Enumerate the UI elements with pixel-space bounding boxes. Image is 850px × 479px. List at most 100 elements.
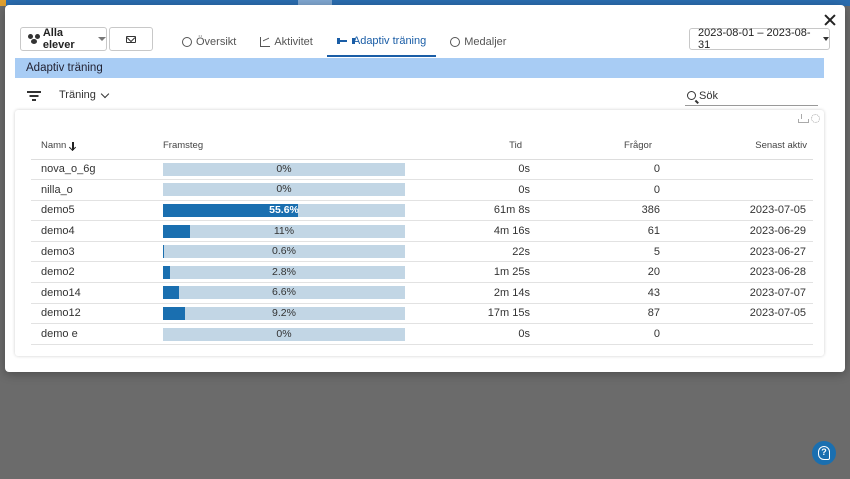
table-row[interactable]: demo12 9.2% 17m 15s 87 2023-07-05 bbox=[31, 303, 813, 325]
download-icon[interactable] bbox=[798, 114, 809, 123]
progress-fill bbox=[163, 306, 186, 320]
table-body: nova_o_6g 0% 0s 0 nilla_o 0% 0s 0 demo5 55.6% 61m … bbox=[31, 159, 813, 345]
table-header-row: Namn Framsteg Tid Frågor Senast aktiv bbox=[31, 133, 813, 160]
line-chart-icon bbox=[260, 37, 271, 47]
last-active-cell: 2023-07-05 bbox=[660, 200, 813, 222]
progress-cell: 2.8% bbox=[152, 261, 414, 284]
table-row[interactable]: demo3 0.6% 22s 5 2023-06-27 bbox=[31, 241, 813, 263]
app-top-strip bbox=[0, 0, 850, 6]
header-last-active[interactable]: Senast aktiv bbox=[660, 133, 813, 160]
app-logo-fragment bbox=[0, 0, 6, 6]
progress-bar: 6.6% bbox=[163, 286, 405, 300]
questions-cell: 0 bbox=[530, 179, 660, 201]
medal-icon bbox=[450, 37, 461, 47]
progress-label: 6.6% bbox=[272, 286, 296, 299]
time-cell: 0s bbox=[414, 159, 530, 181]
student-name[interactable]: demo5 bbox=[31, 200, 152, 222]
progress-fill bbox=[163, 203, 298, 217]
table-row[interactable]: demo4 11% 4m 16s 61 2023-06-29 bbox=[31, 220, 813, 242]
tab-overview[interactable]: Översikt bbox=[172, 27, 246, 57]
student-name[interactable]: nilla_o bbox=[31, 179, 152, 201]
search-input[interactable] bbox=[699, 89, 809, 102]
gauge-icon bbox=[182, 37, 192, 47]
progress-fill bbox=[163, 224, 190, 238]
student-name[interactable]: demo12 bbox=[31, 303, 152, 325]
time-cell: 1m 25s bbox=[414, 261, 530, 284]
caret-down-icon bbox=[823, 37, 829, 41]
training-type-dropdown[interactable]: Träning bbox=[59, 89, 110, 101]
progress-cell: 11% bbox=[152, 220, 414, 242]
student-group-dropdown[interactable]: Alla elever bbox=[20, 27, 107, 51]
help-button[interactable]: ? bbox=[812, 441, 836, 465]
progress-bar: 11% bbox=[163, 224, 405, 238]
time-cell: 0s bbox=[414, 179, 530, 201]
questions-cell: 5 bbox=[530, 241, 660, 263]
table-row[interactable]: demo5 55.6% 61m 8s 386 2023-07-05 bbox=[31, 200, 813, 222]
student-name[interactable]: demo2 bbox=[31, 261, 152, 284]
student-name[interactable]: demo14 bbox=[31, 282, 152, 304]
last-active-cell: 2023-06-28 bbox=[660, 261, 813, 284]
tab-adaptive-training[interactable]: Adaptiv träning bbox=[326, 27, 437, 57]
header-name[interactable]: Namn bbox=[31, 133, 152, 160]
tab-overview-label: Översikt bbox=[196, 36, 237, 48]
last-active-cell bbox=[660, 179, 813, 201]
students-table-card: Namn Framsteg Tid Frågor Senast aktiv no… bbox=[15, 110, 824, 356]
card-tools bbox=[798, 114, 820, 123]
progress-bar: 0% bbox=[163, 183, 405, 197]
table-row[interactable]: demo2 2.8% 1m 25s 20 2023-06-28 bbox=[31, 261, 813, 284]
time-cell: 61m 8s bbox=[414, 200, 530, 222]
time-cell: 2m 14s bbox=[414, 282, 530, 304]
filter-row: Träning bbox=[15, 86, 824, 108]
progress-label: 11% bbox=[273, 224, 295, 237]
last-active-cell: 2023-06-29 bbox=[660, 220, 813, 242]
student-name[interactable]: demo3 bbox=[31, 241, 152, 263]
tab-activity-label: Aktivitet bbox=[274, 36, 313, 48]
student-name[interactable]: nova_o_6g bbox=[31, 159, 152, 181]
progress-label: 0% bbox=[276, 327, 292, 340]
filter-icon[interactable] bbox=[27, 91, 41, 101]
progress-label: 2.8% bbox=[272, 265, 296, 278]
date-range-picker[interactable]: 2023-08-01 – 2023-08-31 bbox=[689, 27, 830, 51]
progress-cell: 0% bbox=[152, 323, 414, 345]
header-time[interactable]: Tid bbox=[414, 133, 530, 160]
progress-label: 0% bbox=[276, 183, 292, 196]
last-active-cell bbox=[660, 159, 813, 181]
message-button[interactable] bbox=[109, 27, 153, 51]
questions-cell: 87 bbox=[530, 303, 660, 325]
progress-label: 0% bbox=[276, 162, 292, 175]
questions-cell: 0 bbox=[530, 323, 660, 345]
close-icon[interactable] bbox=[823, 13, 837, 27]
student-group-label: Alla elever bbox=[42, 27, 75, 51]
tab-adaptive-training-label: Adaptiv träning bbox=[352, 35, 427, 47]
search-icon bbox=[687, 91, 696, 100]
header-name-label: Namn bbox=[41, 140, 67, 152]
tab-medals[interactable]: Medaljer bbox=[440, 27, 516, 57]
report-tabs: Översikt Aktivitet Adaptiv träning Medal… bbox=[172, 27, 520, 59]
student-name[interactable]: demo4 bbox=[31, 220, 152, 242]
time-cell: 4m 16s bbox=[414, 220, 530, 242]
table-row[interactable]: demo e 0% 0s 0 bbox=[31, 323, 813, 345]
table-row[interactable]: nova_o_6g 0% 0s 0 bbox=[31, 159, 813, 181]
gear-icon[interactable] bbox=[811, 114, 820, 123]
progress-label: 0.6% bbox=[272, 245, 296, 258]
search-field bbox=[685, 86, 818, 106]
questions-cell: 386 bbox=[530, 200, 660, 222]
progress-bar: 0.6% bbox=[163, 245, 405, 259]
last-active-cell bbox=[660, 323, 813, 345]
progress-bar: 2.8% bbox=[163, 265, 405, 279]
chevron-down-icon bbox=[100, 89, 110, 98]
students-table: Namn Framsteg Tid Frågor Senast aktiv no… bbox=[31, 133, 813, 345]
help-icon: ? bbox=[818, 446, 830, 460]
time-cell: 22s bbox=[414, 241, 530, 263]
student-name[interactable]: demo e bbox=[31, 323, 152, 345]
table-row[interactable]: nilla_o 0% 0s 0 bbox=[31, 179, 813, 201]
header-questions[interactable]: Frågor bbox=[530, 133, 660, 160]
progress-cell: 0% bbox=[152, 159, 414, 181]
header-progress[interactable]: Framsteg bbox=[152, 133, 414, 160]
tab-activity[interactable]: Aktivitet bbox=[250, 27, 323, 57]
table-row[interactable]: demo14 6.6% 2m 14s 43 2023-07-07 bbox=[31, 282, 813, 304]
progress-label: 55.6% bbox=[269, 203, 299, 216]
time-cell: 0s bbox=[414, 323, 530, 345]
questions-cell: 61 bbox=[530, 220, 660, 242]
questions-cell: 43 bbox=[530, 282, 660, 304]
